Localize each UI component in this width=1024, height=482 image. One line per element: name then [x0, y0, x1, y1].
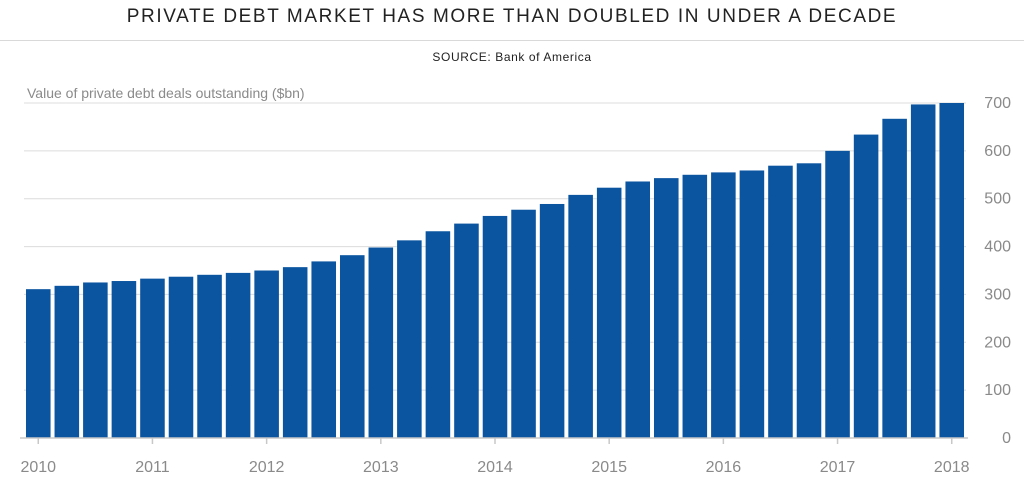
- bar: [910, 104, 936, 438]
- bar: [625, 181, 651, 438]
- bar: [339, 255, 365, 438]
- y-tick-label: 200: [984, 334, 1011, 351]
- y-axis-label: Value of private debt deals outstanding …: [27, 85, 305, 101]
- x-tick-label: 2017: [820, 459, 856, 476]
- axes: 0 100 200 300 400 500 600 700 2010 2011 2012 2013 20…: [20, 95, 1011, 476]
- bar: [568, 194, 593, 438]
- chart-title: PRIVATE DEBT MARKET HAS MORE THAN DOUBLE…: [126, 6, 898, 27]
- bars: [25, 103, 965, 439]
- bar: [140, 278, 165, 438]
- y-tick-label: 600: [984, 143, 1011, 160]
- y-tick-label: 300: [984, 286, 1011, 303]
- bar: [653, 178, 679, 438]
- x-tick-label: 2010: [20, 459, 56, 476]
- bar: [168, 276, 194, 438]
- bar: [796, 163, 822, 439]
- bar: [311, 261, 337, 438]
- bar: [539, 203, 565, 438]
- bar: [682, 174, 708, 439]
- x-tick-label: 2016: [706, 459, 742, 476]
- y-tick-label: 400: [984, 239, 1011, 256]
- title-divider: [0, 40, 1024, 41]
- x-tick-label: 2015: [591, 459, 627, 476]
- bar: [282, 267, 308, 438]
- bar: [197, 274, 222, 438]
- bar: [596, 187, 622, 438]
- bar: [25, 289, 51, 438]
- x-tick-label: 2018: [934, 459, 970, 476]
- bar: [425, 231, 451, 438]
- bar: [454, 223, 479, 438]
- bar: [482, 215, 508, 438]
- bar: [768, 165, 793, 438]
- bar: [254, 270, 279, 438]
- bar: [511, 209, 536, 438]
- bar: [882, 118, 907, 439]
- bar: [54, 285, 80, 438]
- y-tick-label: 700: [984, 95, 1011, 112]
- bar: [368, 247, 394, 438]
- x-tick-label: 2014: [477, 459, 513, 476]
- x-tick-label: 2012: [249, 459, 285, 476]
- bar: [939, 103, 965, 438]
- y-tick-label: 500: [984, 191, 1011, 208]
- y-tick-label: 100: [984, 382, 1011, 399]
- y-tick-label: 0: [1002, 430, 1011, 447]
- x-tick-label: 2013: [363, 459, 399, 476]
- bar: [853, 134, 879, 439]
- bar: [397, 240, 422, 438]
- bar: [711, 172, 736, 438]
- bar: [83, 282, 108, 438]
- bar: [739, 170, 765, 438]
- chart-subtitle: SOURCE: Bank of America: [432, 50, 592, 64]
- bar: [111, 281, 137, 438]
- x-tick-label: 2011: [135, 459, 170, 476]
- bar: [225, 272, 251, 438]
- bar: [825, 150, 850, 438]
